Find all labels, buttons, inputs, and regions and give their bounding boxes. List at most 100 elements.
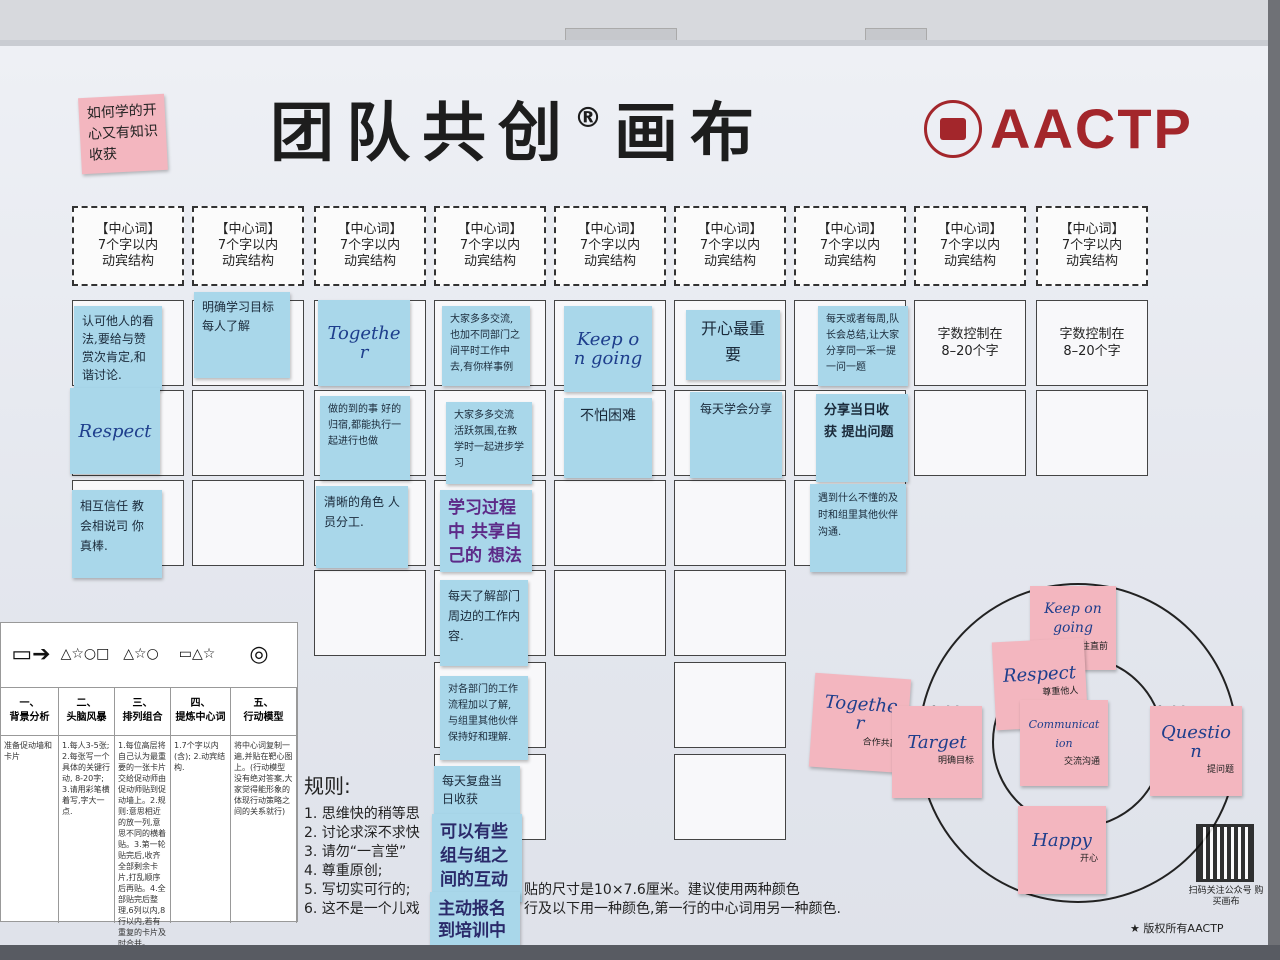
sticky-note: 学习过程中 共享自己的 想法: [440, 490, 532, 572]
grid-cell: 字数控制在 8–20个字: [914, 300, 1026, 386]
step-name: 排列组合: [122, 712, 163, 723]
grid-cell: [674, 570, 786, 656]
rules-title: 规则:: [304, 774, 351, 798]
step-icons-row: ▭➔ △☆○□ △☆○ ▭△☆ ◎: [1, 623, 297, 688]
qr-code-icon: [1196, 824, 1254, 882]
header-line: 动宾结构: [221, 254, 274, 269]
note-text: 明确学习目标 每人了解: [202, 300, 275, 333]
note-text: 做的到的事 好的归宿,都能执行一起进行也做: [328, 404, 402, 447]
header-line: 7个字以内: [97, 238, 159, 253]
step-number: 三、: [132, 698, 153, 709]
sticky-note: Happy 开心: [1018, 806, 1106, 894]
rules-section: 规则: 1. 思维快的稍等思 2. 讨论求深不求快 3. 请勿“一言堂” 4. …: [304, 770, 924, 919]
grid-cell: [914, 390, 1026, 476]
sticky-note: 明确学习目标 每人了解: [194, 292, 290, 378]
grid-cell: [674, 480, 786, 566]
sticky-note: Communication 交流沟通: [1020, 700, 1108, 786]
step-title: 一、 背景分析: [1, 687, 58, 736]
copyright-text: ★ 版权所有AACTP: [1130, 922, 1224, 935]
step-column: 四、提炼中心词 1.7个字以内(含); 2.动宾结构.: [171, 687, 231, 923]
note-text: 可以有些组与组之间的互动: [440, 822, 508, 890]
sticky-note: 对各部门的工作流程加以了解,与组里其他伙伴保持好和理解.: [440, 676, 528, 760]
note-sub: 交流沟通: [1063, 756, 1100, 767]
header-line: 动宾结构: [343, 254, 396, 269]
header-line: 【中心词】: [577, 222, 643, 237]
step-column: 二、 头脑风暴 1.每人3-5张; 2.每张写一个具体的关键行动, 8-20字; 3…: [59, 687, 115, 923]
header-line: 【中心词】: [697, 222, 763, 237]
note-text: Question: [1160, 721, 1232, 762]
sticky-note: 清晰的角色 人员分工.: [316, 486, 408, 568]
step-body: 准备促动墙和卡片: [4, 741, 52, 761]
sticky-note: 每天了解部门 周边的工作内容.: [440, 580, 528, 666]
registered-mark: ®: [574, 100, 614, 134]
grid-cell: [674, 662, 786, 748]
step-name: 背景分析: [9, 712, 50, 723]
title-text: 团队共创: [270, 97, 574, 171]
sticky-note: 可以有些组与组之间的互动: [432, 814, 522, 902]
rule-item: 2. 讨论求深不求快: [304, 825, 420, 841]
note-text: Keep on going: [1044, 600, 1102, 636]
header-line: 7个字以内: [579, 238, 641, 253]
step-body: 1.每人3-5张; 2.每张写一个具体的关键行动, 8-20字; 3.请用彩笔横…: [62, 741, 110, 816]
note-text: 大家多多交流,也加不同部门之间平时工作中去,有你样事例: [450, 314, 520, 373]
step-number: 五、: [253, 698, 274, 709]
keyword-header-cell: 【中心词】 7个字以内 动宾结构: [192, 206, 304, 286]
rule-item: 3. 请勿“一言堂”: [304, 844, 407, 860]
hint-line: 字数控制在: [937, 327, 1003, 342]
rule-item: 5. 写切实可行的; 贴的尺寸是10×7.6厘米。建议使用两种颜色: [304, 882, 800, 898]
hint-line: 8–20个字: [1063, 344, 1121, 359]
grid-cell: [554, 480, 666, 566]
note-text: Target: [907, 732, 967, 753]
note-sub: 开心: [1079, 854, 1098, 864]
step-body: 1.7个字以内(含); 2.动宾结构.: [174, 741, 226, 772]
whiteboard-frame-right: [1268, 0, 1280, 960]
header-line: 动宾结构: [1065, 254, 1118, 269]
sticky-note: 遇到什么不懂的及时和组里其他伙伴沟通.: [810, 484, 906, 572]
rule-item: 4. 尊重原创;: [304, 863, 383, 879]
shapes-scatter-icon: △☆○□: [60, 646, 110, 662]
grid-cell: [192, 480, 304, 566]
sticky-note: Question 提问题: [1150, 706, 1242, 796]
note-text: 学习过程中 共享自己的 想法: [448, 498, 522, 566]
note-text: Happy: [1032, 830, 1092, 851]
note-text: Communication: [1028, 717, 1100, 750]
grid-cell: [1036, 390, 1148, 476]
step-name: 提炼中心词: [175, 712, 226, 723]
header-line: 动宾结构: [943, 254, 996, 269]
header-line: 【中心词】: [95, 222, 161, 237]
step-column: 五、 行动模型 将中心词复制一遍,并贴在靶心图上。(行动模型没有绝对答案,大家觉得能…: [231, 687, 297, 923]
rule-item: 6. 这不是一个儿戏 行及以下用一种颜色,第一行的中心词用另一种颜色.: [304, 901, 841, 917]
page-title: 团队共创®画布: [270, 82, 766, 174]
sticky-note: 开心最重要: [686, 310, 780, 380]
header-line: 动宾结构: [101, 254, 154, 269]
header-line: 7个字以内: [1061, 238, 1123, 253]
step-column: 一、 背景分析准备促动墙和卡片: [1, 687, 59, 923]
header-line: 7个字以内: [217, 238, 279, 253]
floor-strip: [0, 945, 1280, 960]
sticky-note: 不怕困难: [564, 398, 652, 478]
rule-item: 1. 思维快的稍等思: [304, 806, 420, 822]
note-text: 主动报名 到培训中: [438, 899, 506, 941]
note-sub: 勇往直前: [1071, 641, 1108, 652]
note-text: 每天了解部门 周边的工作内容.: [448, 589, 521, 643]
shapes-columns-icon: ▭△☆: [178, 646, 216, 662]
note-text: Keep on going: [573, 329, 643, 369]
sticky-note: 大家多多交流,也加不同部门之间平时工作中去,有你样事例: [442, 306, 530, 386]
note-text: 每天学会分享: [699, 402, 772, 416]
title-tail: 画布: [614, 97, 766, 171]
step-number: 四、: [190, 698, 211, 709]
header-line: 7个字以内: [699, 238, 761, 253]
header-line: 动宾结构: [463, 254, 516, 269]
sticky-note: 每天学会分享: [690, 392, 782, 478]
sticky-note: 主动报名 到培训中: [430, 892, 520, 946]
rule-tail: 贴的尺寸是10×7.6厘米。建议使用两种颜色: [524, 882, 800, 898]
keyword-header-cell: 【中心词】 7个字以内 动宾结构: [1036, 206, 1148, 286]
note-text: 大家多多交流 活跃氛围,在教学时一起进步学习: [454, 410, 524, 469]
keyword-header-cell: 【中心词】 7个字以内 动宾结构: [674, 206, 786, 286]
shapes-group-icon: △☆○: [123, 646, 159, 662]
note-text: 每天或者每周,队长会总结,让大家分享同一采一提一问一题: [826, 314, 900, 373]
sticky-note: Target 明确目标: [892, 706, 982, 798]
sticky-note: 做的到的事 好的归宿,都能执行一起进行也做: [320, 396, 410, 480]
note-sub: 明确目标: [937, 756, 974, 766]
note-text: 每天复盘当日收获: [442, 774, 503, 806]
